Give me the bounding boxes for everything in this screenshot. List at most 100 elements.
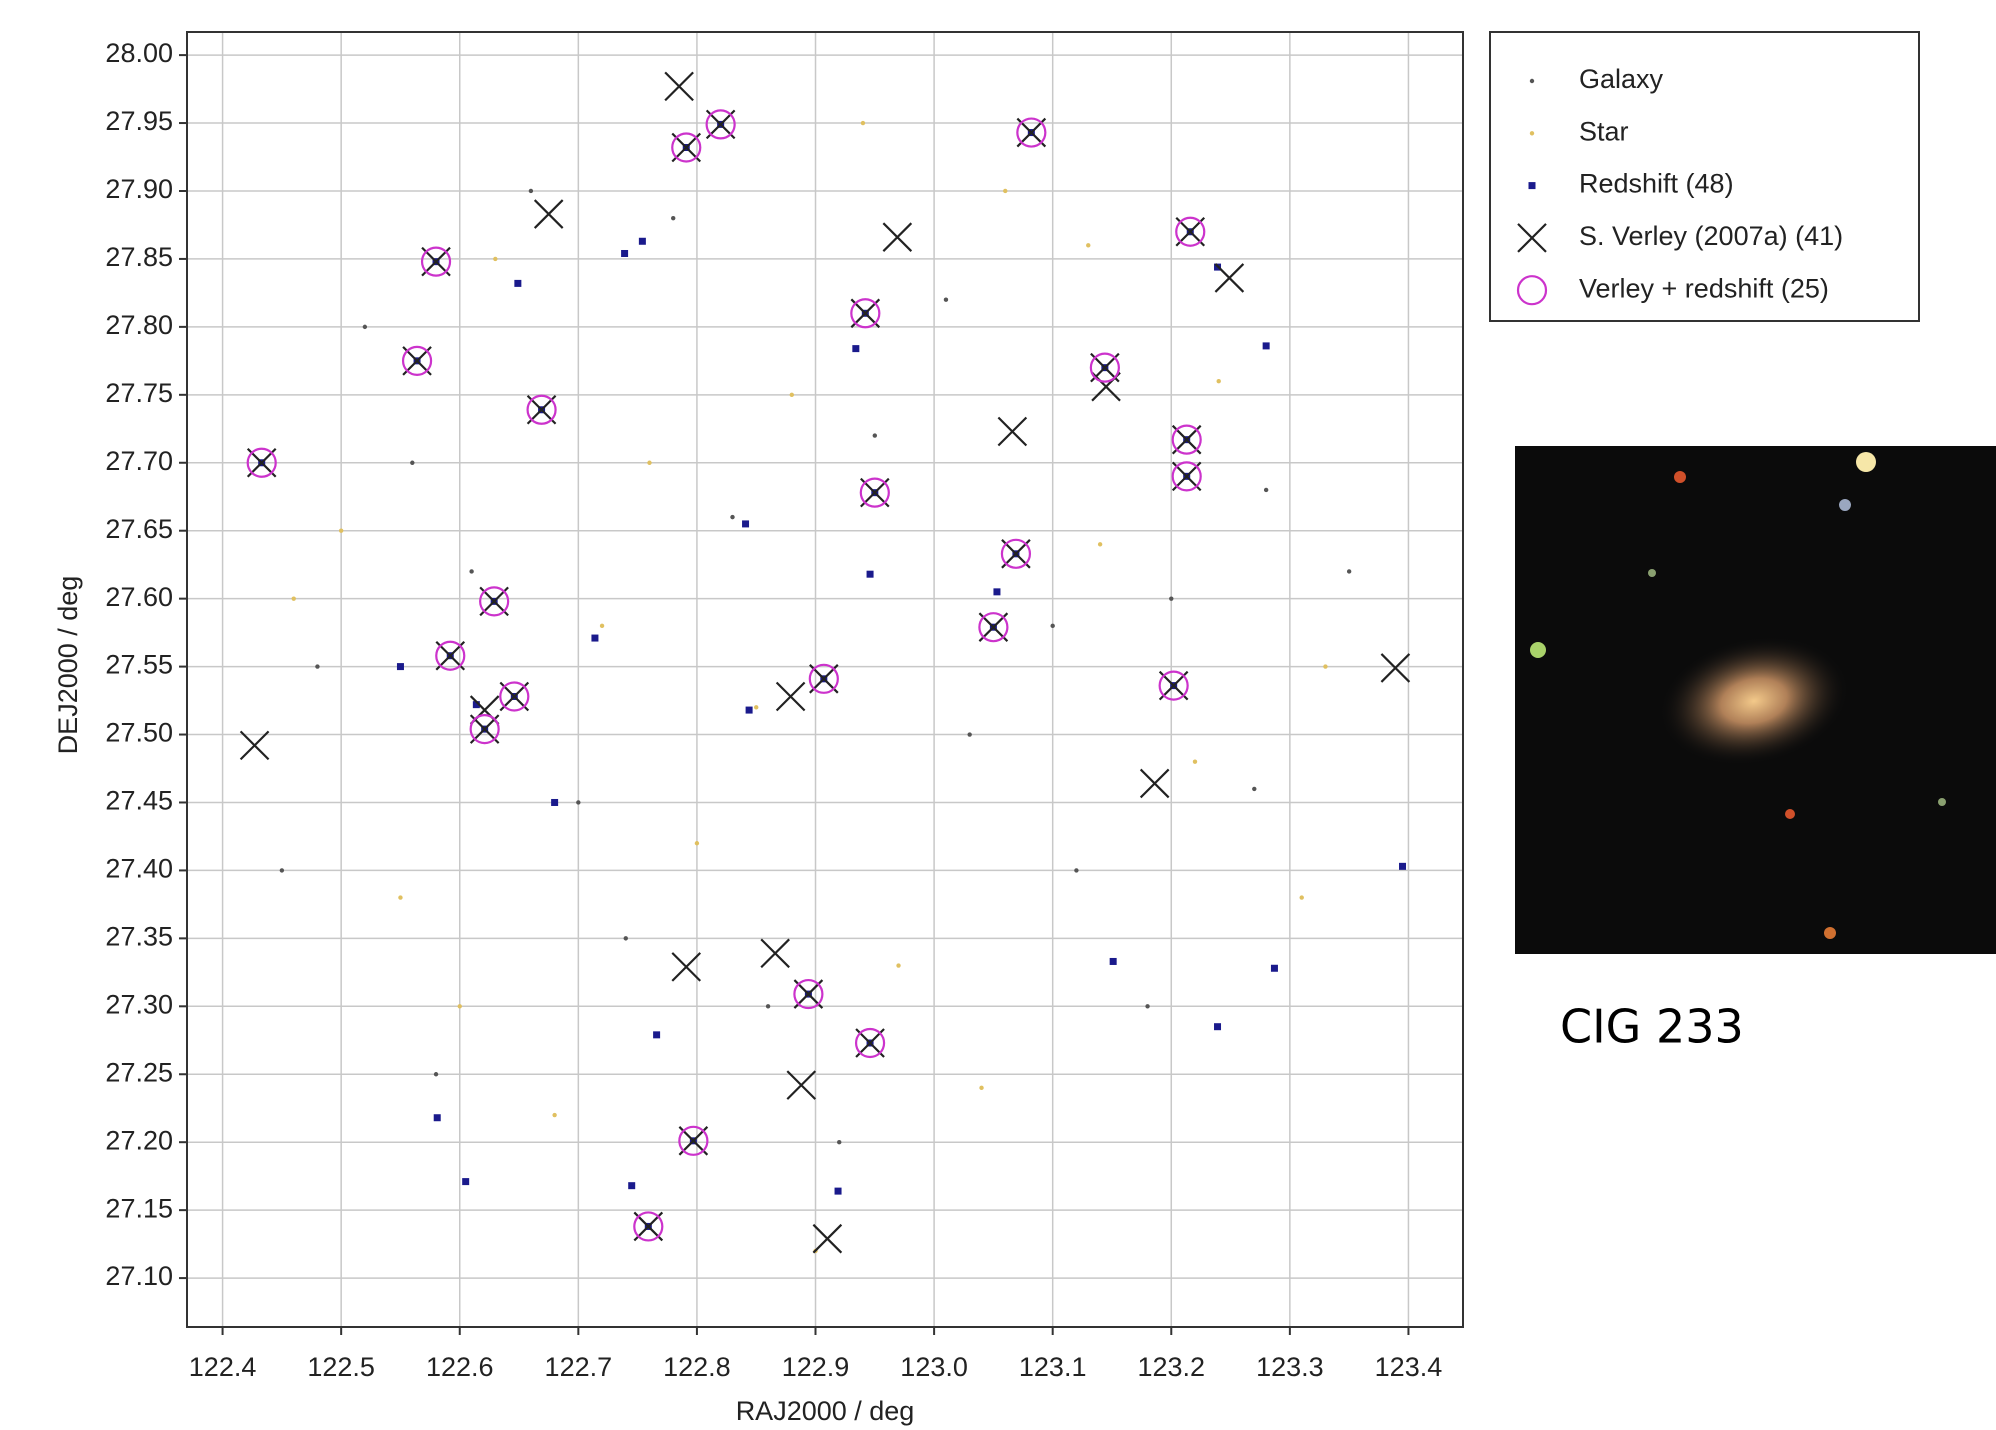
point	[777, 682, 805, 710]
point	[1263, 342, 1270, 349]
point	[967, 732, 971, 736]
y-tick-label: 27.35	[105, 921, 173, 951]
x-axis-label: RAJ2000 / deg	[736, 1396, 915, 1426]
y-tick-label: 27.75	[105, 378, 173, 408]
image-caption: CIG 233	[1560, 1000, 1744, 1054]
y-tick-label: 27.10	[105, 1261, 173, 1291]
y-tick-label: 27.45	[105, 786, 173, 816]
point	[1264, 488, 1268, 492]
point	[672, 953, 700, 981]
point	[873, 433, 877, 437]
y-tick-label: 27.25	[105, 1057, 173, 1087]
point	[458, 1004, 462, 1008]
x-tick-label: 122.5	[307, 1352, 375, 1382]
point	[434, 1072, 438, 1076]
x-tick-label: 122.7	[545, 1352, 613, 1382]
point	[591, 635, 598, 642]
point	[998, 418, 1026, 446]
point	[628, 1182, 635, 1189]
point	[665, 72, 693, 100]
point	[787, 1071, 815, 1099]
point	[280, 868, 284, 872]
point	[1074, 868, 1078, 872]
point	[624, 936, 628, 940]
point	[551, 799, 558, 806]
point	[695, 841, 699, 845]
y-tick-label: 27.15	[105, 1193, 173, 1223]
series	[248, 110, 1205, 1240]
point	[835, 1188, 842, 1195]
legend-symbol	[1530, 131, 1534, 135]
point	[813, 1225, 841, 1253]
x-tick-label: 123.3	[1256, 1352, 1324, 1382]
y-tick-label: 27.65	[105, 514, 173, 544]
point	[867, 571, 874, 578]
y-tick-label: 27.55	[105, 650, 173, 680]
star	[1839, 499, 1851, 511]
y-tick-label: 27.60	[105, 582, 173, 612]
point	[1381, 654, 1409, 682]
point	[241, 731, 269, 759]
point	[410, 461, 414, 465]
legend-label: Verley + redshift (25)	[1579, 273, 1829, 303]
point	[647, 461, 651, 465]
x-tick-label: 122.4	[189, 1352, 257, 1382]
point	[600, 624, 604, 628]
point	[1193, 760, 1197, 764]
point	[730, 515, 734, 519]
y-axis-label: DEJ2000 / deg	[53, 576, 83, 755]
point	[861, 121, 865, 125]
point	[1300, 895, 1304, 899]
x-tick-label: 122.8	[663, 1352, 731, 1382]
point	[1003, 189, 1007, 193]
star	[1856, 452, 1876, 472]
y-tick-label: 27.95	[105, 106, 173, 136]
point	[535, 200, 563, 228]
point	[1141, 769, 1169, 797]
chart: RAJ2000 / deg DEJ2000 / deg Galaxy Star Re…	[0, 0, 1996, 1430]
point	[837, 1140, 841, 1144]
star	[1674, 471, 1686, 483]
point	[896, 963, 900, 967]
y-tick-label: 27.20	[105, 1125, 173, 1155]
point	[363, 325, 367, 329]
y-tick-label: 27.85	[105, 242, 173, 272]
x-tick-label: 123.0	[900, 1352, 968, 1382]
point	[979, 1086, 983, 1090]
y-tick-label: 27.50	[105, 718, 173, 748]
point	[462, 1178, 469, 1185]
point	[1169, 596, 1173, 600]
point	[993, 588, 1000, 595]
point	[671, 216, 675, 220]
point	[761, 939, 789, 967]
star	[1785, 809, 1795, 819]
point	[1252, 787, 1256, 791]
y-tick-label: 27.80	[105, 310, 173, 340]
point	[1214, 1023, 1221, 1030]
legend-label: Redshift (48)	[1579, 169, 1734, 199]
series	[258, 121, 1406, 1230]
point	[852, 345, 859, 352]
point	[1086, 243, 1090, 247]
point	[514, 280, 521, 287]
point	[434, 1114, 441, 1121]
point	[1347, 569, 1351, 573]
legend-label: Galaxy	[1579, 64, 1664, 94]
legend-label: Star	[1579, 116, 1629, 146]
point	[766, 1004, 770, 1008]
point	[1323, 664, 1327, 668]
legend-symbol	[1529, 182, 1536, 189]
point	[746, 707, 753, 714]
point	[339, 529, 343, 533]
point	[653, 1031, 660, 1038]
plot-area	[179, 32, 1463, 1335]
point	[292, 596, 296, 600]
x-tick-label: 122.6	[426, 1352, 494, 1382]
point	[315, 664, 319, 668]
point	[469, 569, 473, 573]
point	[552, 1113, 556, 1117]
x-tick-label: 123.4	[1375, 1352, 1443, 1382]
point	[1271, 965, 1278, 972]
point	[1050, 624, 1054, 628]
page: {"chart_data": {"type": "scatter", "xlab…	[0, 0, 1996, 1430]
